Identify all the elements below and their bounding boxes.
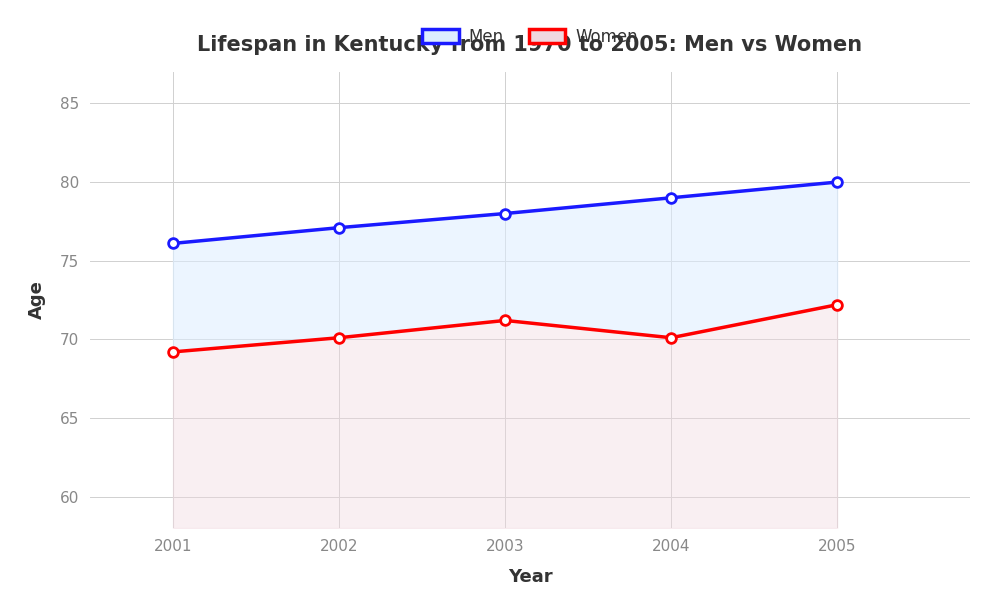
X-axis label: Year: Year xyxy=(508,568,552,586)
Title: Lifespan in Kentucky from 1970 to 2005: Men vs Women: Lifespan in Kentucky from 1970 to 2005: … xyxy=(197,35,863,55)
Y-axis label: Age: Age xyxy=(28,281,46,319)
Legend: Men, Women: Men, Women xyxy=(415,21,645,52)
